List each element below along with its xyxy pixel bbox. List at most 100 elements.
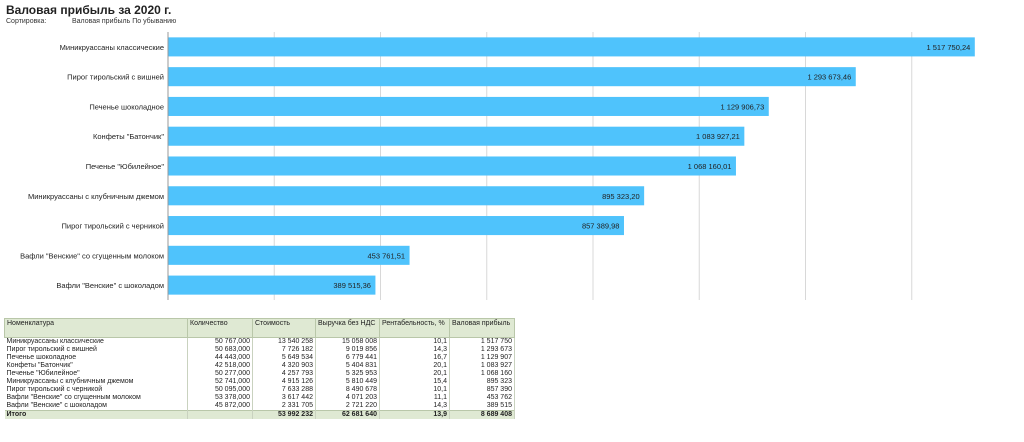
- total-cell: 62 681 640: [315, 410, 380, 419]
- table-cell: 389 515: [449, 402, 515, 411]
- category-label: Вафли "Венские" с шоколадом: [56, 281, 164, 290]
- table-row: Конфеты "Батончик" 42 518,000 4 320 903 5 4…: [4, 362, 515, 370]
- data-label: 1 083 927,21: [696, 132, 740, 141]
- data-label: 453 761,51: [368, 251, 406, 260]
- table-cell: 1 068 160: [449, 370, 515, 378]
- category-label: Вафли "Венские" со сгущенным молоком: [20, 251, 164, 260]
- table-cell: 15,4: [379, 378, 450, 386]
- table-cell: 42 518,000: [187, 362, 253, 370]
- col-header-gross-profit: Валовая прибыль: [449, 318, 515, 338]
- table-cell: 44 443,000: [187, 354, 253, 362]
- table-cell: 4 071 203: [315, 394, 380, 402]
- table-row: Миникруассаны с клубничным джемом 52 741,…: [4, 378, 515, 386]
- category-label: Печенье "Юбилейное": [86, 162, 165, 171]
- bar: [168, 156, 736, 176]
- table-cell: Миникруассаны классические: [4, 337, 188, 346]
- table-row: Печенье шоколадное 44 443,000 5 649 534 6 7…: [4, 354, 515, 362]
- table-cell: 52 741,000: [187, 378, 253, 386]
- table-row: Пирог тирольский с вишней 50 683,000 7 726…: [4, 346, 515, 354]
- table-cell: 1 083 927: [449, 362, 515, 370]
- col-header-profitability: Рентабельность, %: [379, 318, 450, 338]
- category-label: Миникруассаны классические: [60, 43, 164, 52]
- table-cell: 4 320 903: [252, 362, 316, 370]
- table-cell: 50 277,000: [187, 370, 253, 378]
- table-cell: 5 810 449: [315, 378, 380, 386]
- sort-value: Валовая прибыль По убыванию: [72, 18, 177, 25]
- table-cell: 50 767,000: [187, 337, 253, 346]
- table-cell: 857 390: [449, 386, 515, 394]
- data-label: 895 323,20: [602, 192, 640, 201]
- table-cell: Печенье "Юбилейное": [4, 370, 188, 378]
- table-row: Пирог тирольский с черникой 50 095,000 7 6…: [4, 386, 515, 394]
- table-cell: 10,1: [379, 337, 450, 346]
- bar: [168, 96, 769, 116]
- table-cell: 7 633 288: [252, 386, 316, 394]
- table-cell: 15 058 008: [315, 337, 380, 346]
- category-label: Печенье шоколадное: [89, 102, 164, 111]
- table-cell: 5 649 534: [252, 354, 316, 362]
- table-row: Миникруассаны классические 50 767,000 13 5…: [4, 337, 515, 346]
- table-cell: 50 095,000: [187, 386, 253, 394]
- table-cell: Миникруассаны с клубничным джемом: [4, 378, 188, 386]
- bar: [168, 275, 376, 295]
- table-header-row: Номенклатура Количество Стоимость Выручк…: [4, 318, 515, 338]
- table-cell: 10,1: [379, 386, 450, 394]
- table-cell: 1 129 907: [449, 354, 515, 362]
- table-cell: Конфеты "Батончик": [4, 362, 188, 370]
- total-cell: Итого: [4, 410, 188, 419]
- col-header-item: Номенклатура: [4, 318, 188, 338]
- col-header-revenue: Выручка без НДС: [315, 318, 380, 338]
- table-cell: 3 617 442: [252, 394, 316, 402]
- table-row: Вафли "Венские" со сгущенным молоком 53 3…: [4, 394, 515, 402]
- table-cell: 11,1: [379, 394, 450, 402]
- table-cell: 4 915 126: [252, 378, 316, 386]
- col-header-cost: Стоимость: [252, 318, 316, 338]
- data-label: 857 389,98: [582, 222, 620, 231]
- data-label: 1 293 673,46: [807, 73, 851, 82]
- table-cell: 6 779 441: [315, 354, 380, 362]
- table-cell: 20,1: [379, 370, 450, 378]
- table-cell: 1 293 673: [449, 346, 515, 354]
- data-label: 389 515,36: [333, 281, 371, 290]
- table-cell: Пирог тирольский с вишней: [4, 346, 188, 354]
- table-cell: 53 378,000: [187, 394, 253, 402]
- bar: [168, 186, 645, 206]
- table-cell: 2 331 705: [252, 402, 316, 411]
- total-cell: [187, 410, 253, 419]
- table-row: Вафли "Венские" с шоколадом 45 872,000 2 3…: [4, 402, 515, 411]
- data-label: 1 517 750,24: [927, 43, 971, 52]
- table-cell: 895 323: [449, 378, 515, 386]
- table-cell: 5 325 953: [315, 370, 380, 378]
- table-cell: 14,3: [379, 346, 450, 354]
- col-header-quantity: Количество: [187, 318, 253, 338]
- table-cell: Пирог тирольский с черникой: [4, 386, 188, 394]
- total-cell: 13,9: [379, 410, 450, 419]
- table-cell: 9 019 856: [315, 346, 380, 354]
- data-label: 1 068 160,01: [688, 162, 732, 171]
- total-cell: 8 689 408: [449, 410, 515, 419]
- table-cell: Вафли "Венские" со сгущенным молоком: [4, 394, 188, 402]
- table-cell: 5 404 831: [315, 362, 380, 370]
- bar: [168, 37, 975, 57]
- table-cell: Вафли "Венские" с шоколадом: [4, 402, 188, 411]
- table-cell: 50 683,000: [187, 346, 253, 354]
- table-cell: 45 872,000: [187, 402, 253, 411]
- table-cell: Печенье шоколадное: [4, 354, 188, 362]
- table-cell: 8 490 678: [315, 386, 380, 394]
- table-cell: 2 721 220: [315, 402, 380, 411]
- table-cell: 13 540 258: [252, 337, 316, 346]
- data-label: 1 129 906,73: [720, 102, 764, 111]
- gross-profit-table: Номенклатура Количество Стоимость Выручк…: [4, 318, 515, 419]
- bar: [168, 67, 856, 87]
- category-label: Миникруассаны с клубничным джемом: [28, 192, 164, 201]
- report-title: Валовая прибыль за 2020 г.: [6, 3, 172, 17]
- gross-profit-bar-chart: Миникруассаны классические 1 517 750,24 Пи…: [20, 32, 975, 300]
- table-cell: 16,7: [379, 354, 450, 362]
- table-row: Печенье "Юбилейное" 50 277,000 4 257 793 5 …: [4, 370, 515, 378]
- bar: [168, 126, 745, 146]
- table-cell: 453 762: [449, 394, 515, 402]
- table-cell: 20,1: [379, 362, 450, 370]
- table-total-row: Итого 53 992 232 62 681 640 13,9 8 689 408: [4, 410, 515, 419]
- bar: [168, 216, 624, 236]
- table-cell: 4 257 793: [252, 370, 316, 378]
